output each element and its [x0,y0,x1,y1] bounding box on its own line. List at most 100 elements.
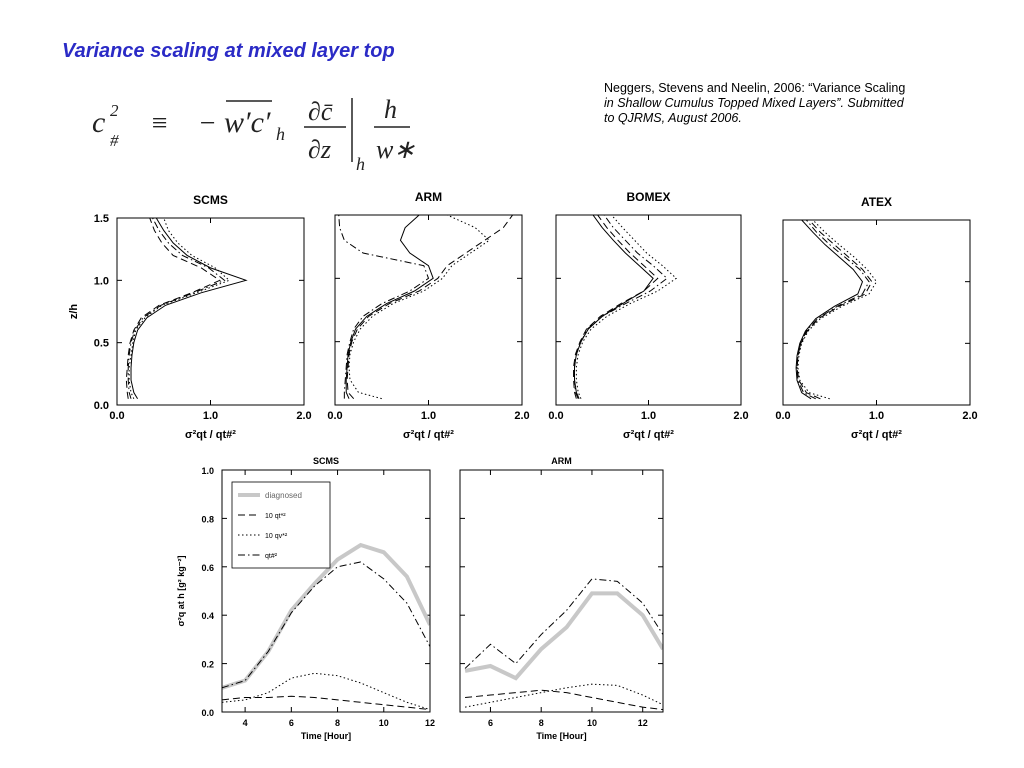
x-tick-label: 12 [425,718,435,728]
y-tick-label: 0.5 [94,338,109,350]
x-tick-label: 0.0 [109,410,124,422]
citation: Neggers, Stevens and Neelin, 2006: “Vari… [604,81,905,125]
citation-line: to QJRMS, August 2006. [604,111,742,125]
x-tick-label: 12 [638,718,648,728]
chart: ARM 0.0 1.0 2.0 σ²qt / qt#² [327,190,529,441]
y-tick-label: 0.2 [201,660,214,670]
y-tick-label: 0.4 [201,611,214,621]
series-line [465,689,663,711]
x-tick-label: 2.0 [962,410,977,422]
legend-label: qt#² [265,553,278,560]
series-line [222,672,430,711]
y-tick-label: 0.0 [201,708,214,718]
x-tick-label: 2.0 [514,410,529,422]
series-line [796,220,873,400]
y-tick-label: 1.0 [94,275,109,287]
x-tick-label: 6 [289,718,294,728]
x-axis-label: σ²qt / qt#² [185,429,236,441]
series-line [222,695,430,711]
citation-line: in Shallow Cumulus Topped Mixed Layers”.… [604,96,905,110]
series-line [125,218,221,399]
plot-frame [555,214,742,406]
chart-title: SCMS [193,193,228,207]
eq-part: − [198,108,217,139]
chart: ATEX 0.0 1.0 2.0 σ²qt / qt#² [775,195,977,441]
eq-part: c [92,106,105,139]
x-tick-label: 0.0 [775,410,790,422]
plot-frame [116,217,305,406]
chart-title: BOMEX [626,190,670,204]
x-axis-label: σ²qt / qt#² [623,429,674,441]
x-tick-label: 10 [587,718,597,728]
legend-label: diagnosed [265,491,302,500]
eq-part: ∂z [308,135,331,164]
eq-part: # [110,131,119,150]
y-tick-label: 1.5 [94,213,109,225]
plot-frame [334,214,523,406]
plot-frame [782,219,971,406]
x-tick-label: 8 [335,718,340,728]
series-line [338,215,430,399]
x-axis-label: σ²qt / qt#² [403,429,454,441]
x-tick-label: 2.0 [733,410,748,422]
chart-title: ATEX [861,195,892,209]
citation-line: Neggers, Stevens and Neelin, 2006: “Vari… [604,81,905,95]
y-axis-label: z/h [68,304,80,320]
series-line [345,215,434,399]
x-tick-label: 4 [243,718,248,728]
series-line [575,215,678,399]
eq-part: h [356,154,365,174]
x-tick-label: 0.0 [548,410,563,422]
legend-label: 10 qv*² [265,533,288,540]
series-line [796,220,870,400]
x-tick-label: 2.0 [296,410,311,422]
series-line [574,215,668,399]
x-tick-label: 6 [488,718,493,728]
eq-part: h [276,124,285,144]
y-tick-label: 0.8 [201,514,214,524]
series-line [795,220,864,400]
eq-part: w′c′ [224,106,271,139]
series-line [464,683,663,708]
chart-title: ARM [551,456,572,466]
series-line [222,542,430,690]
x-tick-label: 1.0 [641,410,656,422]
chart: BOMEX 0.0 1.0 2.0 σ²qt / qt#² [548,190,748,441]
x-tick-label: 10 [379,718,389,728]
x-tick-label: 1.0 [869,410,884,422]
series-line [464,578,663,669]
y-tick-label: 1.0 [201,466,214,476]
slide-title: Variance scaling at mixed layer top [62,40,395,62]
eq-part: ∂c̄ [308,97,333,126]
x-tick-label: 8 [539,718,544,728]
series-line [346,215,514,399]
x-axis-label: Time [Hour] [536,731,586,741]
series-line [127,218,226,399]
x-axis-label: σ²qt / qt#² [851,429,902,441]
series-line [128,218,231,399]
y-tick-label: 0.6 [201,563,214,573]
equation: c 2 # ≡ − w′c′ h ∂c̄ ∂z h h w∗ [92,95,415,174]
chart-title: ARM [415,190,442,204]
x-tick-label: 1.0 [421,410,436,422]
chart: SCMS 0.0 1.0 2.0 0.0 0.5 1.0 1.5 σ²qt / qt#² z/h [68,193,312,441]
series-line [574,215,654,399]
x-axis-label: Time [Hour] [301,731,351,741]
series-line [573,215,659,399]
series-line [130,218,248,400]
plot-frame [221,469,431,713]
eq-part: 2 [110,101,119,120]
eq-part: ≡ [150,108,169,139]
x-tick-label: 0.0 [327,410,342,422]
y-axis-label: σ²q at h [g² kg⁻²] [176,556,186,627]
legend-label: 10 qt*² [265,513,286,520]
y-tick-label: 0.0 [94,400,109,412]
chart-title: SCMS [313,456,339,466]
eq-part: h [384,95,397,124]
chart: ARM 6 8 10 12 Time [Hour] [459,456,664,741]
series-line [464,591,663,681]
plot-frame [459,469,664,713]
x-tick-label: 1.0 [203,410,218,422]
